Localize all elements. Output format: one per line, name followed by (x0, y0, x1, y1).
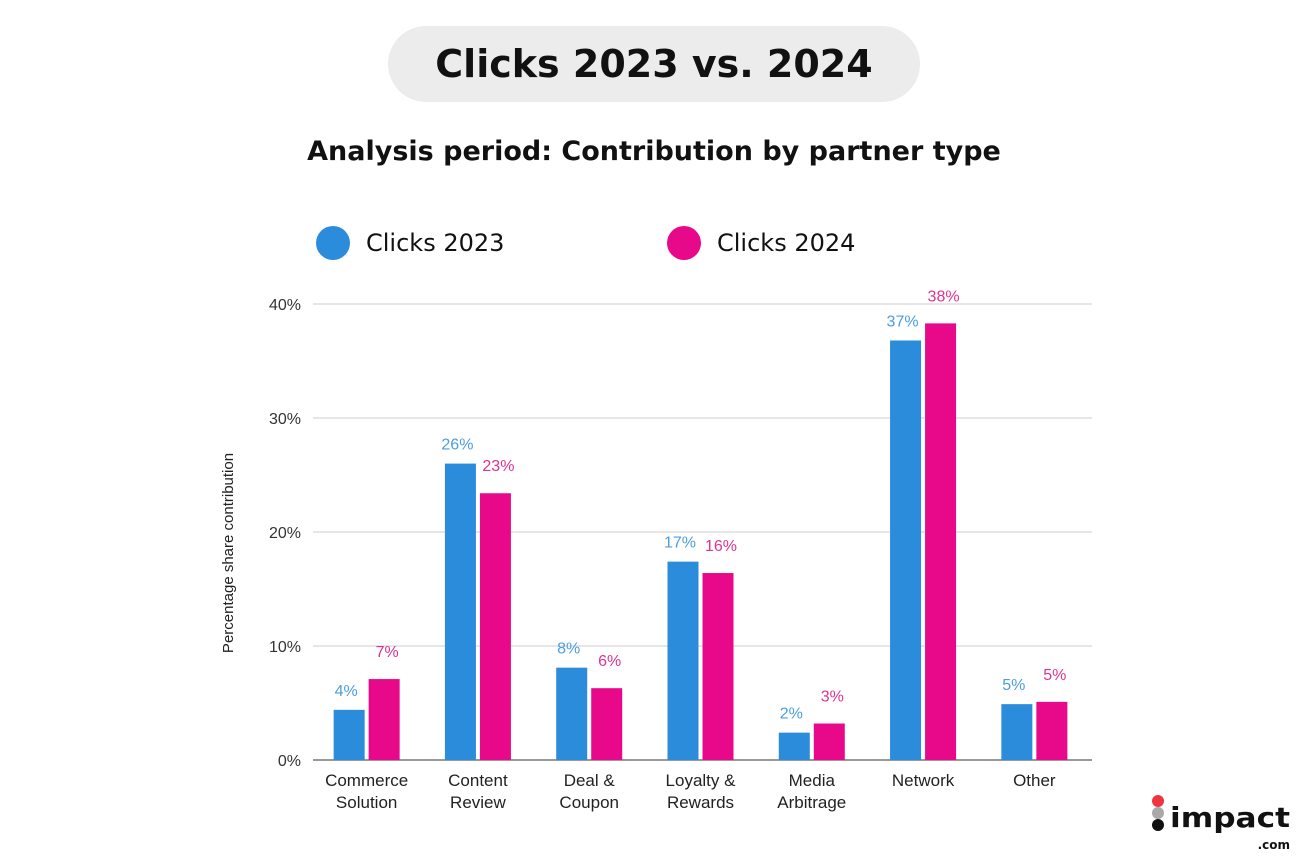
x-tick-label: Deal & (564, 771, 616, 790)
y-tick-label: 0% (278, 753, 301, 770)
bar-2023 (667, 561, 699, 760)
data-label: 4% (335, 683, 358, 700)
impact-logo: impact .com (1150, 794, 1296, 852)
x-tick-label: Network (892, 771, 955, 790)
y-tick-label: 30% (269, 411, 301, 428)
y-axis-label: Percentage share contribution (220, 453, 237, 653)
x-tick-label: Arbitrage (777, 793, 846, 812)
bar-2023 (890, 340, 922, 760)
bar-2024 (479, 493, 511, 760)
legend-label: Clicks 2023 (366, 229, 505, 257)
x-tick-label: Rewards (667, 793, 734, 812)
chart-title: Analysis period: Contribution by partner… (307, 136, 1001, 167)
data-label: 8% (557, 641, 580, 658)
bar-2023 (1001, 704, 1033, 760)
legend-swatch (667, 226, 701, 260)
data-label: 37% (887, 313, 919, 330)
x-tick-label: Coupon (559, 793, 619, 812)
bar-2023 (778, 732, 810, 760)
bar-2024 (1036, 701, 1068, 760)
data-label: 16% (705, 538, 737, 555)
bar-2023 (556, 667, 588, 760)
data-label: 7% (376, 644, 399, 661)
bar-2024 (702, 573, 734, 760)
title-pill: Clicks 2023 vs. 2024 (388, 26, 920, 102)
logo-suffix: .com (1258, 838, 1290, 852)
data-label: 5% (1002, 677, 1025, 694)
x-tick-label: Other (1013, 771, 1056, 790)
legend-swatch (316, 226, 350, 260)
x-tick-label: Commerce (325, 771, 408, 790)
bar-2024 (813, 723, 845, 760)
impact-logo-mark: impact .com (1152, 795, 1290, 852)
data-label: 26% (441, 437, 473, 454)
legend-item-2024: Clicks 2024 (667, 226, 855, 260)
y-tick-label: 20% (269, 525, 301, 542)
x-tick-label: Review (450, 793, 506, 812)
x-tick-label: Media (789, 771, 836, 790)
logo-text: impact (1170, 801, 1290, 834)
data-label: 23% (482, 458, 514, 475)
x-tick-label: Solution (336, 793, 397, 812)
bar-2024 (925, 323, 957, 760)
data-label: 3% (821, 689, 844, 706)
data-label: 38% (928, 288, 960, 305)
x-tick-label: Loyalty & (666, 771, 737, 790)
x-tick-label: Content (448, 771, 508, 790)
bar-2024 (368, 679, 400, 760)
y-tick-label: 10% (269, 639, 301, 656)
page-title: Clicks 2023 vs. 2024 (435, 42, 873, 86)
legend-item-2023: Clicks 2023 (316, 226, 504, 260)
bar-2023 (333, 709, 365, 760)
legend-label: Clicks 2024 (717, 229, 856, 257)
data-label: 6% (598, 653, 621, 670)
data-label: 2% (780, 706, 803, 723)
data-label: 17% (664, 535, 696, 552)
bar-2024 (591, 688, 623, 760)
data-label: 5% (1043, 667, 1066, 684)
bar-2023 (444, 463, 476, 760)
y-tick-label: 40% (269, 297, 301, 314)
